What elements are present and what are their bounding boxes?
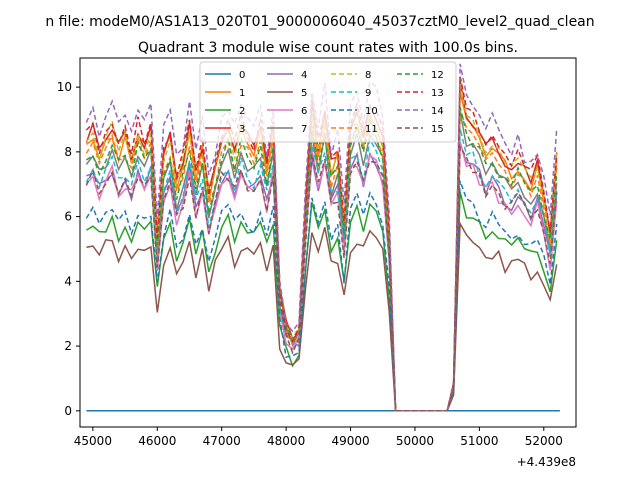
chart-title: Quadrant 3 module wise count rates with … — [138, 40, 518, 56]
y-axis: 0 2 4 6 8 10 — [57, 80, 80, 418]
legend-label-3: 3 — [239, 124, 245, 135]
legend-label-10: 10 — [365, 106, 378, 117]
axes-frame — [79, 57, 577, 428]
x-tick-label: 50000 — [396, 434, 434, 448]
series-line-6 — [85, 141, 558, 412]
legend-label-4: 4 — [301, 70, 307, 81]
legend-label-11: 11 — [365, 124, 378, 135]
series-line-5 — [86, 221, 558, 412]
x-tick-label: 51000 — [460, 434, 498, 448]
legend-label-14: 14 — [431, 106, 444, 117]
legend-label-2: 2 — [239, 106, 245, 117]
x-axis: 45000 46000 47000 48000 49000 50000 51000 52000 — [74, 427, 563, 448]
series-line-11 — [85, 110, 558, 412]
figure-suptitle: n file: modeM0/AS1A13_020T01_9000006040_… — [45, 14, 594, 30]
series-line-7 — [85, 111, 558, 412]
y-tick-label: 0 — [64, 404, 72, 418]
x-tick-label: 52000 — [525, 434, 563, 448]
series-line-12 — [85, 106, 558, 412]
y-tick-label: 4 — [64, 274, 72, 288]
legend-label-8: 8 — [365, 70, 371, 81]
legend-label-9: 9 — [365, 88, 371, 99]
y-tick-label: 8 — [64, 145, 72, 159]
x-tick-label: 46000 — [138, 434, 176, 448]
x-tick-label: 45000 — [74, 434, 112, 448]
legend-label-13: 13 — [431, 88, 444, 99]
legend-frame — [199, 61, 457, 143]
x-tick-label: 49000 — [331, 434, 369, 448]
x-axis-offset-label: +4.439e8 — [517, 455, 576, 469]
legend-label-1: 1 — [239, 88, 245, 99]
legend-label-5: 5 — [301, 88, 307, 99]
series-line-8 — [85, 83, 558, 412]
y-tick-label: 6 — [64, 210, 72, 224]
series-line-15 — [85, 144, 558, 412]
series-line-9 — [85, 128, 558, 412]
legend-label-7: 7 — [301, 124, 307, 135]
series-line-2 — [86, 191, 558, 412]
x-tick-label: 47000 — [203, 434, 241, 448]
y-tick-label: 10 — [57, 80, 72, 94]
x-tick-label: 48000 — [267, 434, 305, 448]
legend-label-12: 12 — [431, 70, 444, 81]
y-tick-label: 2 — [64, 339, 72, 353]
legend-label-0: 0 — [239, 70, 245, 81]
legend-label-15: 15 — [431, 124, 444, 135]
legend-label-6: 6 — [301, 106, 307, 117]
